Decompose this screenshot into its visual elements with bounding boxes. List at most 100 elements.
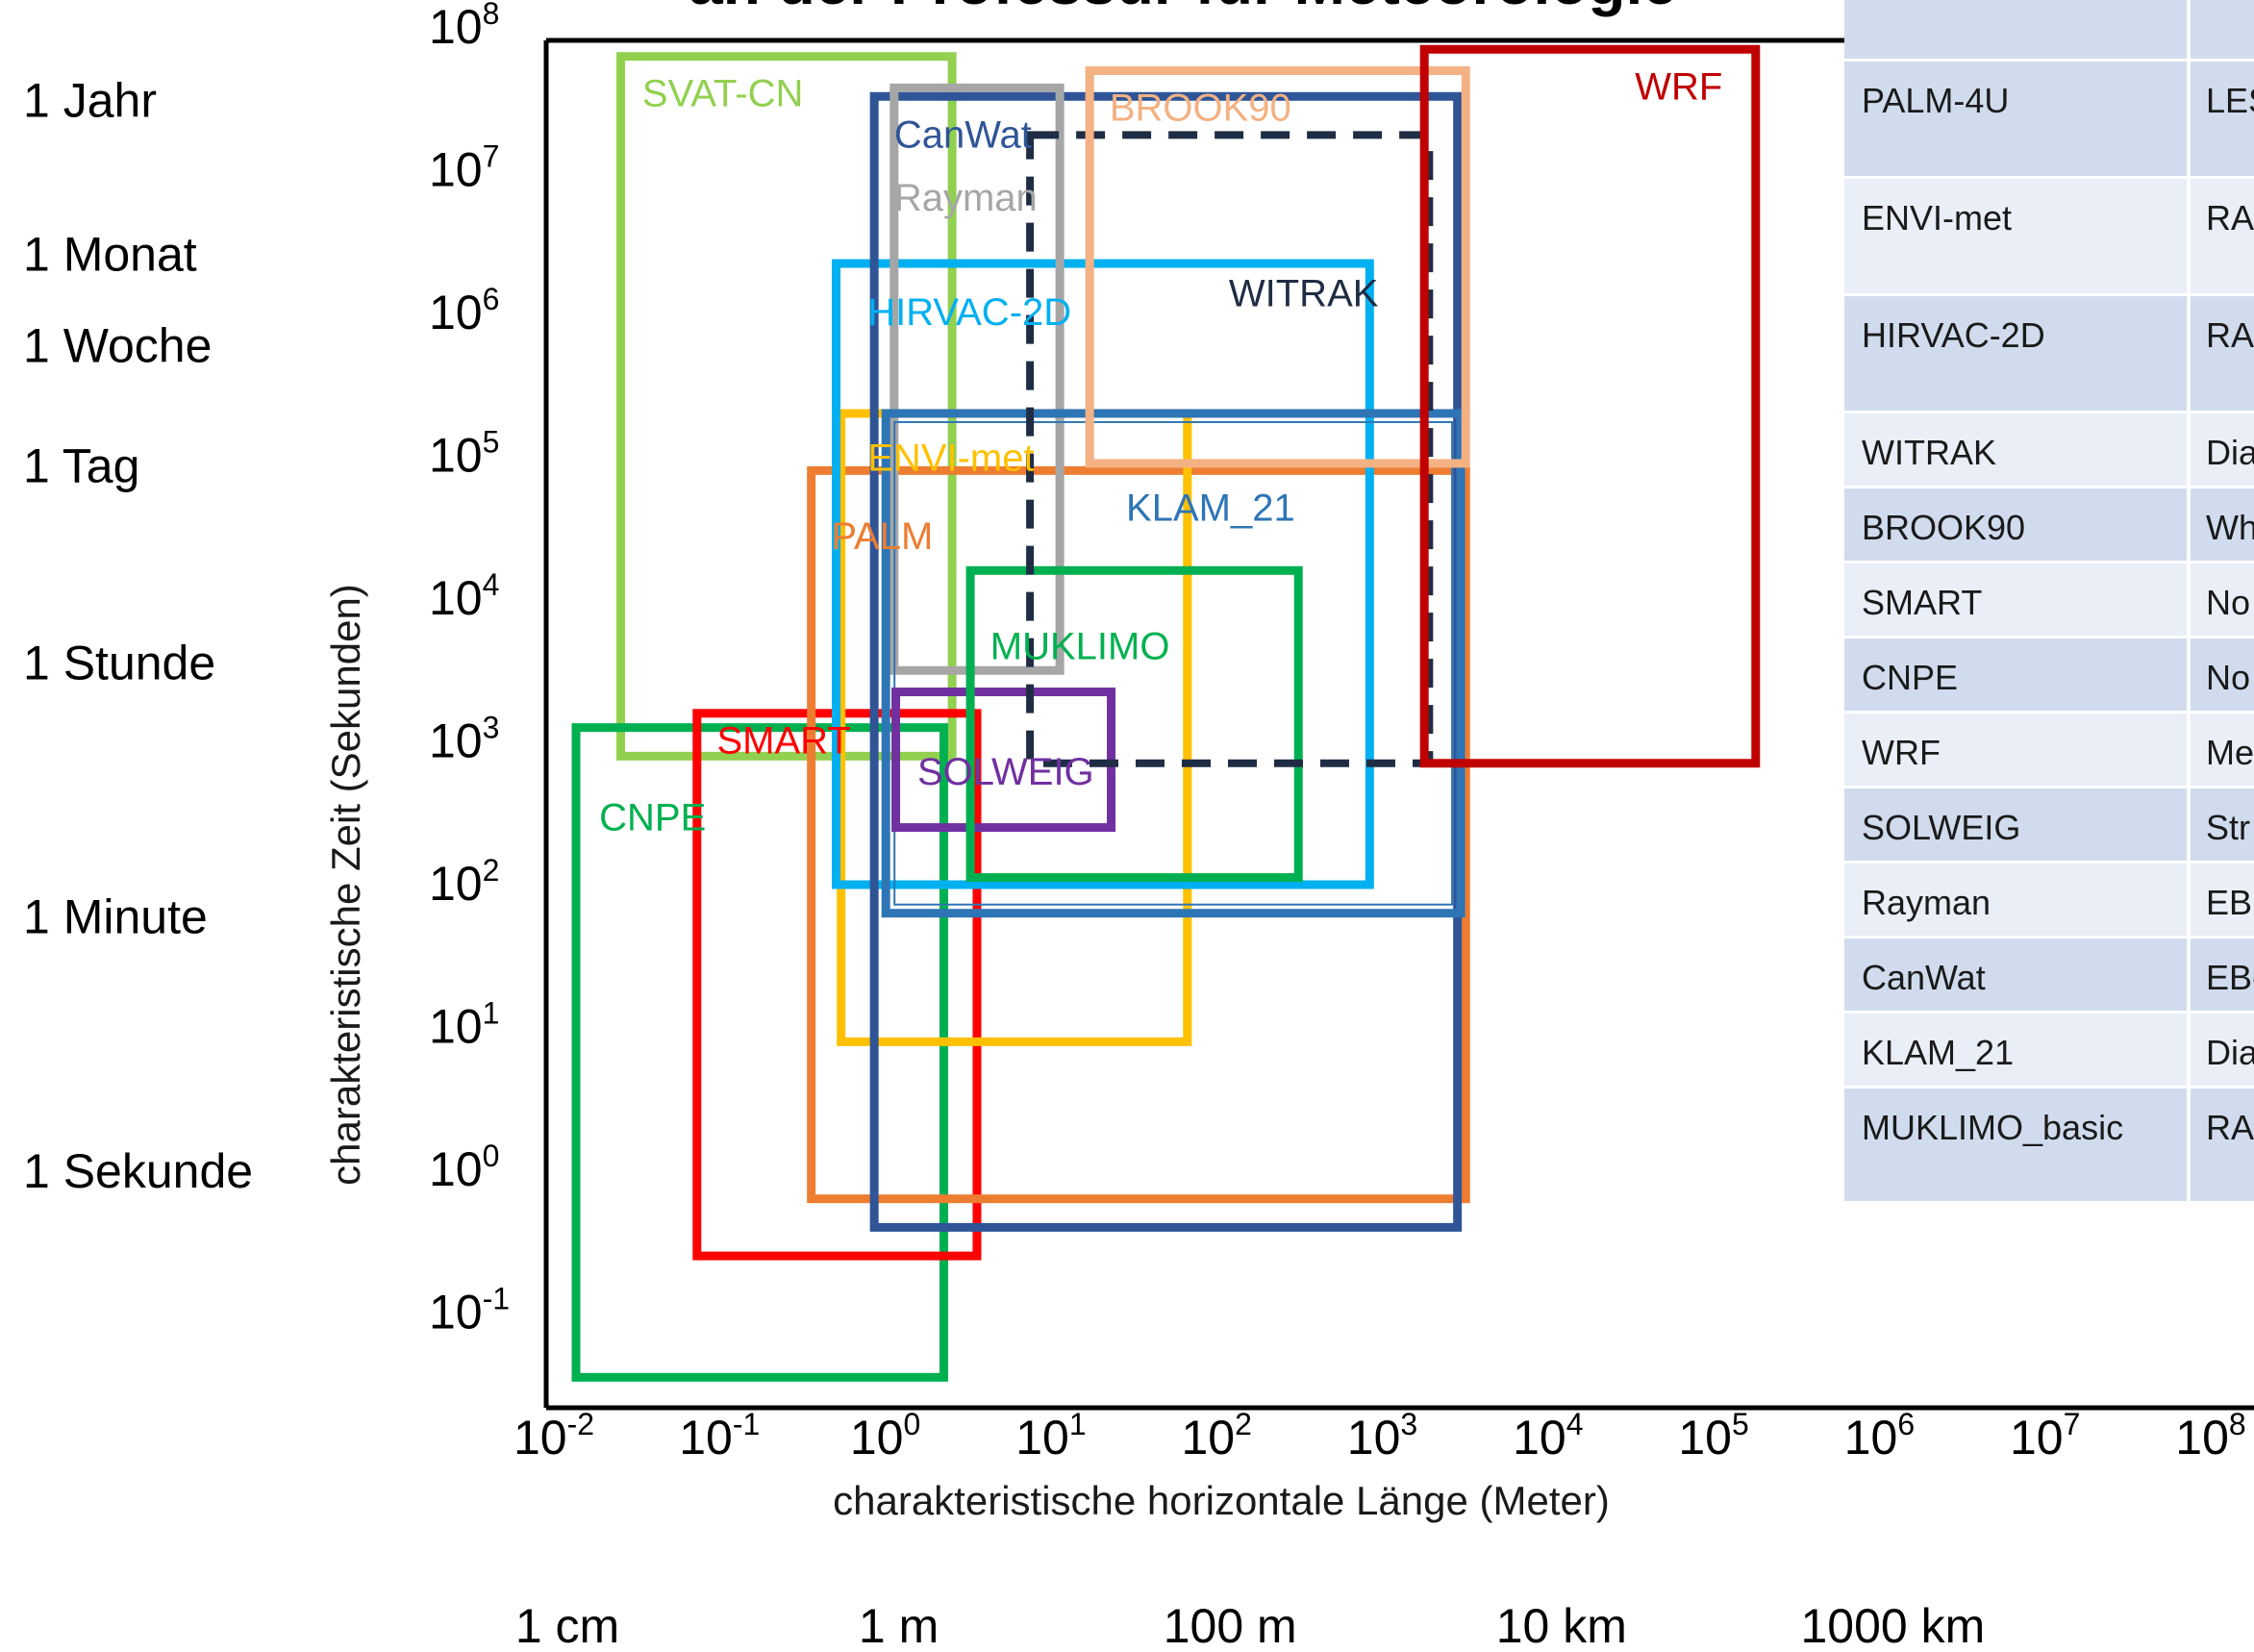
model-name-cell: HIRVAC-2D <box>1844 296 2187 411</box>
y-tick-base: 10 <box>429 286 483 339</box>
y-tick-exponent: -1 <box>483 1282 510 1316</box>
x-tick-label: 100 <box>850 1407 920 1464</box>
table-row: WITRAK Dia <box>1844 413 2254 486</box>
y-tick-exponent: 0 <box>483 1139 500 1173</box>
x-tick-exponent: 2 <box>1235 1407 1252 1441</box>
box-cnpe <box>571 723 949 1382</box>
x-tick-exponent: 5 <box>1732 1407 1749 1441</box>
y-tick-base: 10 <box>429 143 483 197</box>
box-hirvac-2d <box>832 259 1374 889</box>
label-hirvac-2d: HIRVAC-2D <box>867 291 1071 334</box>
x-tick-base: 10 <box>1678 1411 1732 1464</box>
model-name-cell: ENVI-met <box>1844 179 2187 293</box>
length-reference-label: 1 m <box>859 1599 939 1652</box>
length-reference-label: 1000 km <box>1801 1599 1986 1652</box>
x-tick-base: 10 <box>1347 1411 1401 1464</box>
time-reference-label: 1 Jahr <box>23 73 157 127</box>
label-witrak: WITRAK <box>1229 273 1379 315</box>
table-row: MUKLIMO_basic RA <box>1844 1089 2254 1201</box>
model-info-cell: Me <box>2191 713 2254 786</box>
y-tick-base: 10 <box>429 714 483 768</box>
x-tick-label: 108 <box>2175 1407 2245 1464</box>
x-tick-exponent: -1 <box>733 1407 760 1441</box>
label-muklimo: MUKLIMO <box>990 625 1170 667</box>
box-witrak <box>1026 131 1434 767</box>
model-info-cell: Dia <box>2191 413 2254 486</box>
x-tick-exponent: 6 <box>1897 1407 1915 1441</box>
length-reference-label: 1 cm <box>515 1599 619 1652</box>
label-cnpe: CNPE <box>599 797 706 839</box>
box-brook90 <box>1085 66 1470 468</box>
table-row: CNPE No <box>1844 638 2254 711</box>
model-name-cell: MUKLIMO_basic <box>1844 1089 2187 1201</box>
model-name-cell: CanWat <box>1844 939 2187 1011</box>
model-name-cell: WITRAK <box>1844 413 2187 486</box>
time-reference-label: 1 Tag <box>23 438 139 492</box>
y-tick-base: 10 <box>429 429 483 483</box>
x-tick-label: 106 <box>1844 1407 1915 1464</box>
model-info-cell: LES <box>2191 62 2254 176</box>
box-wrf <box>1419 44 1761 768</box>
y-tick-base: 10 <box>429 1142 483 1196</box>
x-tick-label: 10-2 <box>513 1407 594 1464</box>
time-reference-label: 1 Stunde <box>23 636 215 689</box>
model-name-cell: SMART <box>1844 563 2187 636</box>
model-info-cell <box>2191 0 2254 59</box>
label-wrf: WRF <box>1635 65 1722 108</box>
x-tick-exponent: 1 <box>1069 1407 1087 1441</box>
model-info-cell: Str <box>2191 788 2254 861</box>
model-name-cell: PALM-4U <box>1844 62 2187 176</box>
x-tick-exponent: 7 <box>2064 1407 2081 1441</box>
x-tick-base: 10 <box>513 1411 567 1464</box>
model-info-cell: RA <box>2191 1089 2254 1201</box>
y-tick-label: 103 <box>429 711 499 768</box>
time-reference-label: 1 Monat <box>23 228 197 282</box>
label-solweig: SOLWEIG <box>917 751 1094 793</box>
table-row: Rayman EB <box>1844 864 2254 936</box>
y-tick-label: 10-1 <box>429 1282 510 1339</box>
y-tick-label: 107 <box>429 139 499 197</box>
model-name-cell: KLAM_21 <box>1844 1014 2187 1086</box>
y-tick-exponent: 7 <box>483 139 500 174</box>
y-tick-label: 105 <box>429 425 499 483</box>
model-info-cell: Dia <box>2191 1014 2254 1086</box>
x-tick-base: 10 <box>1844 1411 1898 1464</box>
model-info-cell: RA <box>2191 179 2254 293</box>
y-tick-label: 108 <box>429 0 499 54</box>
model-info-cell: Wh <box>2191 488 2254 561</box>
x-tick-base: 10 <box>1181 1411 1235 1464</box>
y-tick-label: 101 <box>429 996 499 1054</box>
y-tick-label: 106 <box>429 282 499 339</box>
x-tick-label: 101 <box>1015 1407 1086 1464</box>
model-name-cell <box>1844 0 2187 59</box>
x-tick-label: 107 <box>2010 1407 2080 1464</box>
y-tick-label: 104 <box>429 567 499 625</box>
table-row: WRF Me <box>1844 713 2254 786</box>
x-tick-label: 103 <box>1347 1407 1417 1464</box>
box-palm <box>807 465 1470 1204</box>
chart-title: an der Professur für Meteorologie <box>689 0 1677 17</box>
model-info-cell: No <box>2191 563 2254 636</box>
table-row: PALM-4ULES <box>1844 62 2254 176</box>
y-tick-exponent: 5 <box>483 425 500 460</box>
x-tick-exponent: 4 <box>1566 1407 1584 1441</box>
table-row: ENVI-met RA <box>1844 179 2254 293</box>
model-info-cell: EB <box>2191 864 2254 936</box>
time-reference-label: 1 Minute <box>23 890 208 944</box>
y-tick-base: 10 <box>429 857 483 911</box>
model-table: PALM-4ULESENVI-metRAHIRVAC-2DRAWITRAKDia… <box>1844 0 2254 1202</box>
y-tick-exponent: 2 <box>483 853 500 888</box>
table-row: SOLWEIG Str <box>1844 788 2254 861</box>
x-tick-base: 10 <box>679 1411 733 1464</box>
x-tick-base: 10 <box>1015 1411 1069 1464</box>
table-row: BROOK90 Wh <box>1844 488 2254 561</box>
table-row: SMART No <box>1844 563 2254 636</box>
y-tick-label: 100 <box>429 1139 499 1196</box>
x-tick-base: 10 <box>2175 1411 2229 1464</box>
model-info-cell: RA <box>2191 296 2254 411</box>
y-tick-exponent: 6 <box>483 282 500 316</box>
y-tick-exponent: 3 <box>483 711 500 745</box>
